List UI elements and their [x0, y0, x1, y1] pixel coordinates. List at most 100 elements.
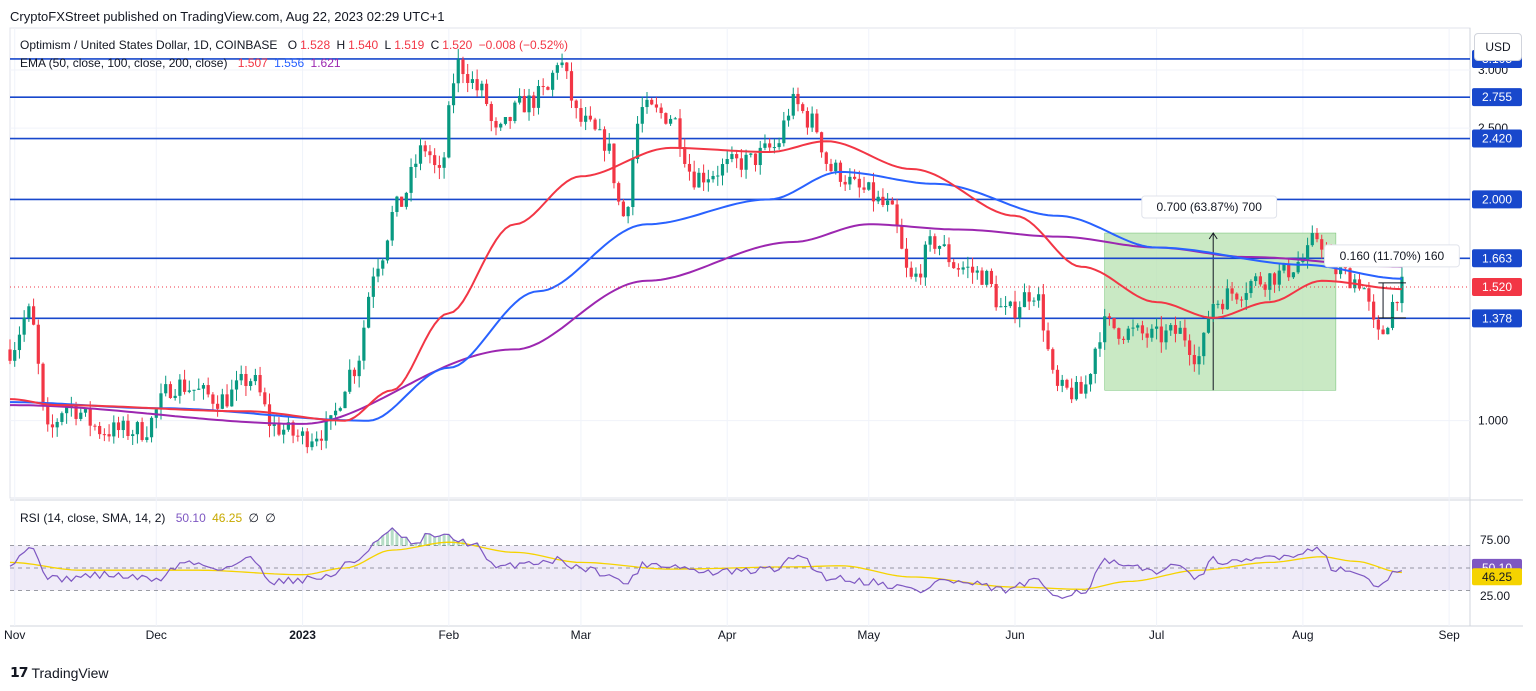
symbol-legend: Optimism / United States Dollar, 1D, COI… [20, 38, 571, 52]
candle-body [1145, 333, 1149, 338]
candle-body [112, 422, 116, 437]
candle-body [409, 166, 413, 193]
candle-body [650, 99, 654, 105]
candle-body [494, 121, 498, 128]
candle-body [291, 422, 295, 436]
candle-body [551, 72, 555, 90]
candle-body [1367, 288, 1371, 302]
candle-body [541, 86, 545, 88]
candle-body [1107, 316, 1111, 319]
rsi-empty-2: ∅ [265, 511, 276, 525]
candle-body [220, 394, 224, 409]
candle-body [1008, 301, 1012, 307]
x-tick-label: Sep [1438, 628, 1460, 642]
candle-body [371, 276, 375, 297]
candle-body [867, 182, 871, 190]
candle-body [1027, 292, 1031, 302]
measure-label: 0.700 (63.87%) 700 [1156, 200, 1262, 214]
measure2-label-box [1324, 244, 1460, 268]
candle-body [116, 422, 121, 431]
candle-body [88, 408, 92, 426]
candle-body [621, 201, 625, 217]
candle-body [1088, 373, 1093, 385]
candle-body [1339, 266, 1343, 275]
candle-body [1192, 354, 1196, 365]
measure-arrow-head [1208, 232, 1218, 240]
candle-body [41, 363, 45, 405]
candle-body [857, 178, 861, 188]
candle-body [216, 403, 220, 409]
candle-body [362, 327, 366, 361]
candle-body [1282, 263, 1286, 271]
candle-body [631, 158, 635, 208]
candle-body [1268, 273, 1272, 290]
candle-body [956, 268, 961, 270]
tradingview-logo[interactable]: 𝟭𝟳 TradingView [10, 664, 109, 681]
level-label-box [1472, 129, 1522, 148]
level-label-box [1472, 249, 1522, 268]
candle-body [282, 429, 286, 435]
candle-body [1296, 261, 1300, 273]
candle-body [989, 270, 994, 285]
x-tick-label: 2023 [289, 628, 316, 642]
candle-body [517, 95, 522, 103]
candle-body [673, 118, 677, 120]
candle-body [1258, 276, 1262, 285]
candle-body [1239, 299, 1244, 301]
candle-body [1301, 260, 1305, 262]
candle-body [588, 115, 592, 120]
candle-body [470, 79, 475, 83]
candle-body [225, 394, 229, 407]
rsi-sma-value: 46.25 [212, 511, 243, 525]
candle-body [1041, 294, 1045, 331]
candle-body [546, 87, 550, 90]
ema-legend: EMA (50, close, 100, close, 200, close) … [20, 56, 344, 70]
candle-body [1178, 327, 1182, 334]
rsi-empty-1: ∅ [248, 511, 259, 525]
x-tick-label: Jul [1149, 628, 1164, 642]
candle-body [244, 373, 248, 386]
candle-body [1093, 348, 1097, 374]
currency-button[interactable]: USD [1474, 33, 1522, 61]
candle-body [1225, 288, 1229, 310]
candle-body [716, 175, 720, 177]
candle-body [390, 211, 394, 241]
candle-body [532, 95, 536, 108]
candle-body [593, 119, 597, 130]
candle-body [999, 306, 1003, 308]
candle-body [272, 424, 276, 426]
candle-body [994, 284, 998, 308]
candle-body [230, 389, 234, 407]
candle-body [315, 438, 319, 442]
x-tick-label: Jun [1005, 628, 1024, 642]
candle-body [735, 154, 739, 159]
candle-body [1362, 288, 1366, 290]
candle-body [1348, 268, 1352, 289]
candle-body [249, 381, 253, 386]
candle-body [1046, 330, 1050, 350]
candle-body [310, 441, 314, 448]
candle-body [697, 172, 701, 188]
candle-body [277, 424, 281, 435]
candle-body [451, 83, 456, 106]
level-label-box [1472, 88, 1522, 107]
candle-body [1131, 327, 1135, 329]
candle-body [173, 395, 177, 399]
high-value: 1.540 [348, 38, 379, 52]
candle-body [1103, 316, 1107, 343]
measure-range-box [1104, 232, 1337, 391]
candle-body [1098, 342, 1102, 349]
candle-body [777, 143, 781, 148]
candle-body [980, 270, 984, 285]
candle-body [881, 196, 885, 206]
candle-body [1084, 384, 1088, 394]
candle-body [1320, 239, 1324, 250]
ema50-value: 1.507 [237, 56, 268, 70]
x-tick-label: Dec [146, 628, 167, 642]
ema100-value: 1.556 [274, 56, 305, 70]
candle-body [1287, 263, 1291, 278]
candle-body [895, 204, 899, 227]
candle-body [352, 369, 357, 377]
